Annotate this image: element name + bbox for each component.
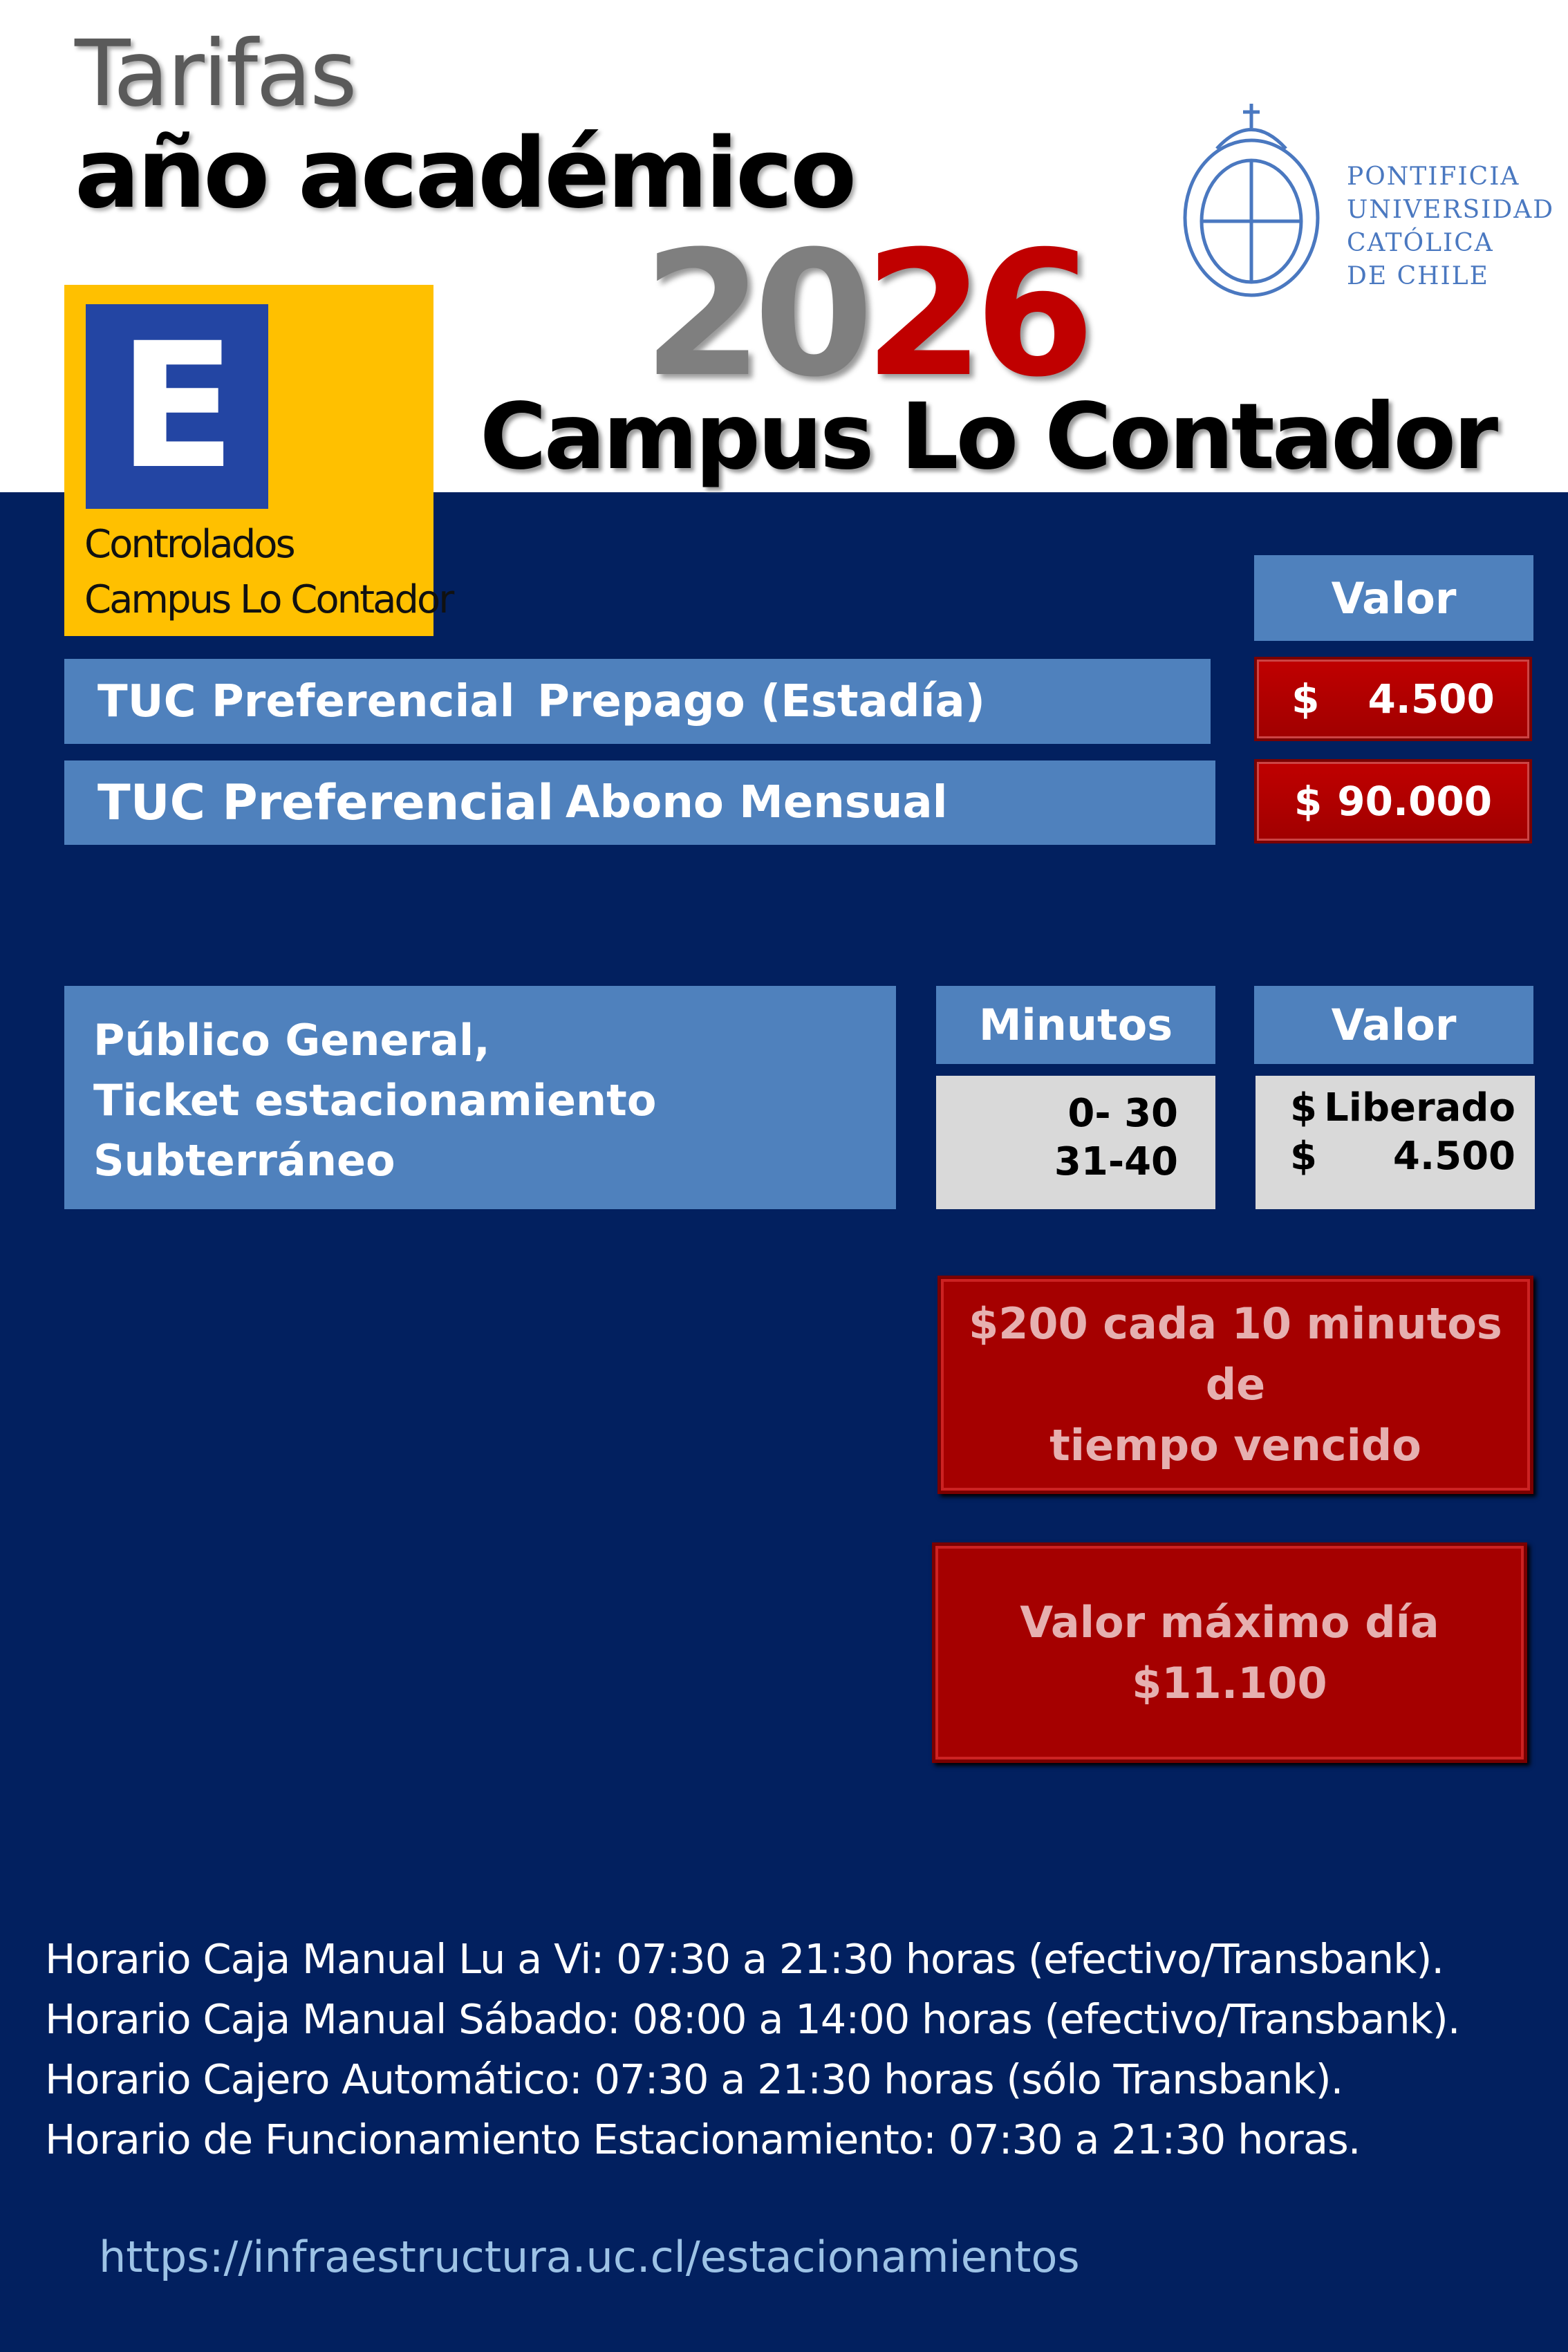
minutos-header: Minutos (936, 986, 1215, 1064)
parking-e-icon: E (86, 304, 268, 509)
price-abono: $90.000 (1254, 759, 1532, 843)
valor-header-2: Valor (1254, 986, 1533, 1064)
tuc-type: TUC Preferencial (97, 675, 515, 727)
valor-values: $ Liberado $4.500 (1256, 1076, 1535, 1209)
price-value: 90.000 (1337, 778, 1493, 825)
logo-line: PONTIFICIA (1347, 162, 1520, 191)
website-link[interactable]: https://infraestructura.uc.cl/estacionam… (99, 2232, 1080, 2282)
price-prepago: $4.500 (1254, 657, 1532, 741)
currency: $ (1294, 778, 1323, 825)
logo-line: UNIVERSIDAD (1347, 196, 1555, 224)
year-part-2: 26 (864, 214, 1095, 415)
badge-text: Controlados Campus Lo Contador (84, 517, 454, 628)
minutos-ranges: 0- 30 31-40 (936, 1076, 1215, 1209)
badge-line-2: Campus Lo Contador (84, 577, 454, 622)
note-line: $200 cada 10 minutos de (969, 1298, 1502, 1410)
currency: $ (1290, 1085, 1317, 1130)
hours-line: Horario Caja Manual Sábado: 08:00 a 14:0… (45, 1995, 1461, 2043)
publico-line: Subterráneo (93, 1135, 395, 1186)
range: 0- 30 (1067, 1091, 1178, 1136)
price-value: 4.500 (1368, 675, 1495, 722)
currency: $ (1291, 675, 1320, 722)
uc-seal-logo (1183, 104, 1320, 297)
publico-general-box: Público General, Ticket estacionamiento … (64, 986, 896, 1209)
note-line: $11.100 (1132, 1657, 1327, 1708)
logo-line: CATÓLICA (1347, 229, 1494, 257)
publico-line: Público General, (93, 1015, 490, 1065)
year-part-1: 20 (643, 214, 874, 415)
note-line: Valor máximo día (1020, 1596, 1439, 1648)
hours-line: Horario de Funcionamiento Estacionamient… (45, 2116, 1361, 2163)
publico-line: Ticket estacionamiento (93, 1075, 657, 1126)
tuc-type: TUC Preferencial (97, 774, 554, 831)
tuc-plan: Prepago (Estadía) (537, 675, 985, 727)
value: 4.500 (1392, 1134, 1515, 1179)
tuc-plan: Abono Mensual (566, 777, 948, 828)
overtime-note: $200 cada 10 minutos de tiempo vencido (937, 1276, 1533, 1494)
note-line: tiempo vencido (1049, 1420, 1421, 1471)
tuc-row-abono: TUC Preferencial Abono Mensual (64, 760, 1215, 845)
hours-line: Horario Cajero Automático: 07:30 a 21:30… (45, 2055, 1343, 2103)
value: Liberado (1324, 1085, 1515, 1130)
max-value-note: Valor máximo día $11.100 (932, 1542, 1527, 1763)
currency: $ (1290, 1134, 1317, 1179)
title-tarifas: Tarifas (75, 21, 357, 127)
logo-line: DE CHILE (1347, 262, 1489, 290)
year-title: 2026 (643, 228, 1095, 401)
badge-line-1: Controlados (84, 522, 296, 567)
hours-line: Horario Caja Manual Lu a Vi: 07:30 a 21:… (45, 1935, 1444, 1983)
hours-info: Horario Caja Manual Lu a Vi: 07:30 a 21:… (45, 1929, 1461, 2169)
tuc-row-prepago: TUC Preferencial Prepago (Estadía) (64, 659, 1211, 744)
uc-logo-text: PONTIFICIA UNIVERSIDAD CATÓLICA DE CHILE (1347, 160, 1554, 293)
title-ano-academico: año académico (75, 118, 857, 230)
campus-title: Campus Lo Contador (480, 384, 1498, 490)
valor-header: Valor (1254, 555, 1533, 641)
range: 31-40 (1054, 1139, 1178, 1184)
